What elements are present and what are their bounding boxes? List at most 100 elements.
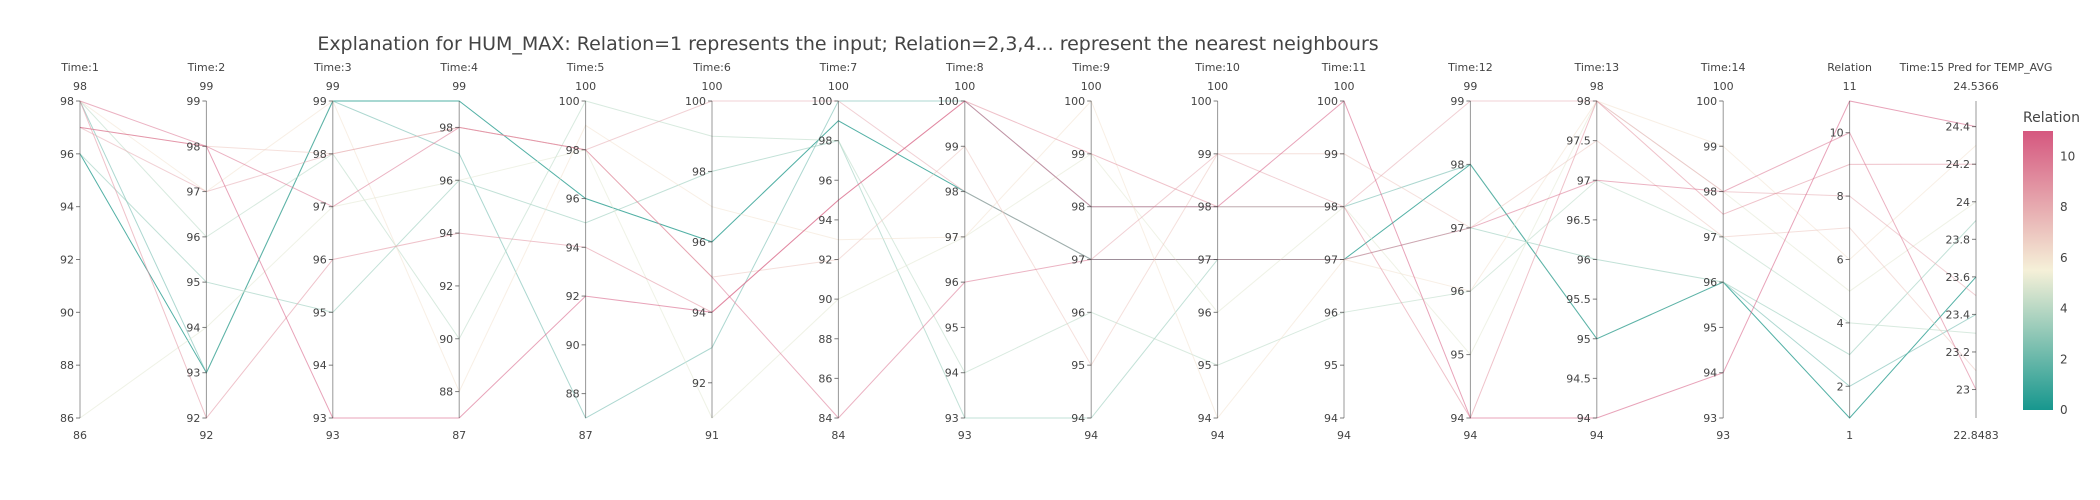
axis-tick-label: 84 [818, 412, 832, 425]
axis-tick-label: 8 [1837, 190, 1844, 203]
axis-tick-label: 94.5 [1566, 372, 1591, 385]
axis-min-label: 22.8483 [1953, 429, 1999, 442]
axis-tick-label: 96.5 [1566, 214, 1591, 227]
axis-tick-label: 98 [1703, 186, 1717, 199]
axis-tick-label: 23.8 [1946, 233, 1971, 246]
axis-tick-label: 6 [1837, 254, 1844, 267]
axis-max-label: 24.5366 [1953, 80, 1999, 93]
colorbar-tick-label: 10 [2060, 149, 2075, 163]
axis-tick-label: 96 [1577, 254, 1591, 267]
axis-label: Time:15 Pred for TEMP_AVG [1899, 61, 2053, 74]
axis-tick-label: 97 [1703, 231, 1717, 244]
axis-tick-label: 98 [186, 140, 200, 153]
colorbar-tick-label: 4 [2060, 302, 2068, 316]
axis-tick-label: 23.6 [1946, 271, 1971, 284]
axis-3: Time:3 99 93 93 94 95 96 97 98 99 [313, 61, 352, 442]
axis-tick-label: 93 [313, 412, 327, 425]
axis-tick-label: 90 [60, 306, 74, 319]
axis-tick-label: 95.5 [1566, 293, 1591, 306]
axis-tick-label: 24.2 [1946, 158, 1971, 171]
axis-5: Time:5 100 87 88 90 92 94 96 98 100 [559, 61, 605, 442]
axis-tick-label: 99 [945, 140, 959, 153]
axis-max-label: 99 [326, 80, 340, 93]
axis-tick-label: 94 [60, 201, 74, 214]
axis-tick-label: 97 [313, 201, 327, 214]
axis-tick-label: 95 [186, 276, 200, 289]
axis-tick-label: 92 [439, 280, 453, 293]
colorbar-gradient [2023, 131, 2053, 410]
axis-max-label: 11 [1843, 80, 1857, 93]
axis-7: Time:7 100 84 84 86 88 90 92 94 96 98 100 [811, 61, 857, 442]
axis-tick-label: 96 [1450, 285, 1464, 298]
axis-tick-label: 98 [566, 144, 580, 157]
axis-10: Time:10 100 94 94 95 96 97 98 99 100 [1191, 61, 1240, 442]
axis-tick-label: 96 [692, 236, 706, 249]
axis-tick-label: 100 [1191, 95, 1212, 108]
polyline-relation-11 [79, 100, 1977, 419]
axis-tick-label: 98 [945, 186, 959, 199]
axis-tick-label: 94 [1071, 412, 1085, 425]
axis-tick-label: 98 [1198, 201, 1212, 214]
axis-tick-label: 88 [818, 333, 832, 346]
axis-label: Time:1 [60, 61, 99, 74]
axis-tick-label: 86 [60, 412, 74, 425]
axis-tick-label: 100 [1064, 95, 1085, 108]
axis-4: Time:4 99 87 88 90 92 94 96 98 [439, 61, 478, 442]
polyline-relation-4 [79, 100, 1977, 374]
colorbar-tick-label: 2 [2060, 352, 2068, 366]
axis-9: Time:9 100 94 94 95 96 97 98 99 100 [1064, 61, 1110, 442]
axis-tick-label: 97 [1071, 254, 1085, 267]
axis-tick-label: 23.2 [1946, 346, 1971, 359]
axis-tick-label: 2 [1837, 380, 1844, 393]
axis-tick-label: 94 [439, 227, 453, 240]
axis-label: Time:3 [313, 61, 352, 74]
axis-tick-label: 24 [1956, 196, 1970, 209]
axis-min-label: 93 [1716, 429, 1730, 442]
axis-tick-label: 88 [566, 388, 580, 401]
axis-tick-label: 90 [439, 333, 453, 346]
axis-max-label: 100 [575, 80, 596, 93]
axis-tick-label: 95 [1071, 359, 1085, 372]
axis-tick-label: 95 [1450, 349, 1464, 362]
axis-16: Time:15 Pred for TEMP_AVG 24.5366 22.8483 2… [1899, 61, 2053, 442]
axis-6: Time:6 100 91 92 94 96 98 100 [685, 61, 731, 442]
colorbar-ticks: 0 2 4 6 8 10 [2060, 149, 2075, 417]
axis-11: Time:11 100 94 94 95 96 97 98 99 100 [1317, 61, 1366, 442]
axis-max-label: 100 [702, 80, 723, 93]
polyline-relation-3 [79, 140, 1977, 419]
axis-tick-label: 10 [1830, 127, 1844, 140]
axis-tick-label: 24.4 [1946, 121, 1971, 134]
axis-min-label: 84 [831, 429, 845, 442]
axis-tick-label: 99 [186, 95, 200, 108]
axis-tick-label: 23.4 [1946, 308, 1971, 321]
axis-tick-label: 92 [60, 254, 74, 267]
axis-min-label: 94 [1211, 429, 1225, 442]
axis-max-label: 100 [1207, 80, 1228, 93]
axis-tick-label: 99 [1450, 95, 1464, 108]
polyline-relation-10 [79, 100, 1977, 419]
axis-label: Time:13 [1573, 61, 1619, 74]
axis-tick-label: 98 [60, 95, 74, 108]
axis-min-label: 94 [1337, 429, 1351, 442]
axis-tick-label: 96 [313, 254, 327, 267]
axis-tick-label: 96 [186, 231, 200, 244]
axis-12: Time:12 99 94 94 95 96 97 98 99 [1447, 61, 1493, 442]
axis-label: Time:8 [945, 61, 984, 74]
axis-min-label: 93 [326, 429, 340, 442]
axis-tick-label: 92 [566, 290, 580, 303]
axis-max-label: 98 [73, 80, 87, 93]
axis-min-label: 87 [579, 429, 593, 442]
axis-tick-label: 94 [1450, 412, 1464, 425]
axis-tick-label: 96 [1071, 306, 1085, 319]
axis-tick-label: 100 [938, 95, 959, 108]
axis-tick-label: 94 [566, 241, 580, 254]
axis-2: Time:2 99 92 92 93 94 95 96 97 98 99 [186, 61, 225, 442]
axis-tick-label: 93 [186, 367, 200, 380]
axis-tick-label: 100 [559, 95, 580, 108]
polyline-relation-1 [79, 100, 1977, 419]
axis-tick-label: 99 [313, 95, 327, 108]
axis-label: Relation [1827, 61, 1872, 74]
axis-tick-label: 4 [1837, 317, 1844, 330]
axis-tick-label: 100 [685, 95, 706, 108]
